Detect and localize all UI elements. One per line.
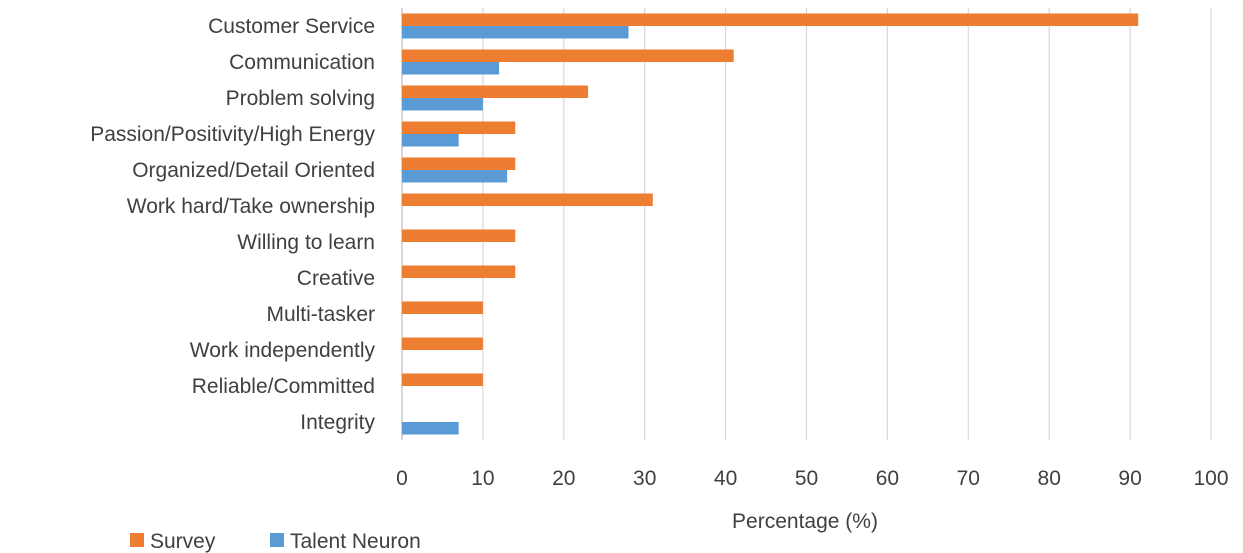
category-label: Multi-tasker <box>266 303 375 326</box>
legend: Survey Talent Neuron <box>130 530 421 553</box>
category-label: Customer Service <box>208 15 375 38</box>
category-label: Work independently <box>190 339 376 362</box>
bar-survey <box>402 85 589 98</box>
x-tick-label: 40 <box>714 467 737 490</box>
bar-survey <box>402 13 1139 26</box>
category-label: Passion/Positivity/High Energy <box>90 123 375 146</box>
x-tick-label: 80 <box>1038 467 1061 490</box>
bar-talent-neuron <box>402 134 459 147</box>
x-tick-label: 50 <box>795 467 818 490</box>
bar-talent-neuron <box>402 170 508 183</box>
x-axis-title: Percentage (%) <box>732 510 878 533</box>
bar-talent-neuron <box>402 422 459 435</box>
category-label: Work hard/Take ownership <box>127 195 375 218</box>
bars <box>402 13 1139 435</box>
category-label: Creative <box>297 267 375 290</box>
legend-swatch <box>270 533 284 547</box>
x-tick-label: 100 <box>1193 467 1228 490</box>
x-tick-labels: 0 10 20 30 40 50 60 70 80 90 100 <box>396 467 1228 490</box>
category-label: Willing to learn <box>237 231 375 254</box>
bar-survey <box>402 373 483 386</box>
bar-talent-neuron <box>402 26 629 39</box>
x-tick-label: 60 <box>876 467 899 490</box>
x-tick-label: 10 <box>471 467 494 490</box>
x-tick-label: 30 <box>633 467 656 490</box>
x-tick-label: 20 <box>552 467 575 490</box>
bar-survey <box>402 193 653 206</box>
bar-talent-neuron <box>402 98 483 111</box>
bar-survey <box>402 301 483 314</box>
bar-survey <box>402 265 516 278</box>
x-tick-label: 70 <box>957 467 980 490</box>
category-label: Organized/Detail Oriented <box>132 159 375 182</box>
category-label: Problem solving <box>226 87 375 110</box>
x-tick-label: 90 <box>1118 467 1141 490</box>
gridlines <box>401 8 1212 440</box>
bar-survey <box>402 157 516 170</box>
bar-talent-neuron <box>402 62 500 75</box>
legend-label: Survey <box>150 530 216 553</box>
category-label: Integrity <box>300 411 375 434</box>
category-labels: Customer Service Communication Problem sol… <box>90 15 375 434</box>
category-label: Reliable/Committed <box>192 375 375 398</box>
bar-survey <box>402 229 516 242</box>
legend-swatch <box>130 533 144 547</box>
bar-survey <box>402 49 734 62</box>
category-label: Communication <box>229 51 375 74</box>
bar-survey <box>402 121 516 134</box>
x-tick-label: 0 <box>396 467 408 490</box>
bar-survey <box>402 337 483 350</box>
legend-label: Talent Neuron <box>290 530 421 553</box>
